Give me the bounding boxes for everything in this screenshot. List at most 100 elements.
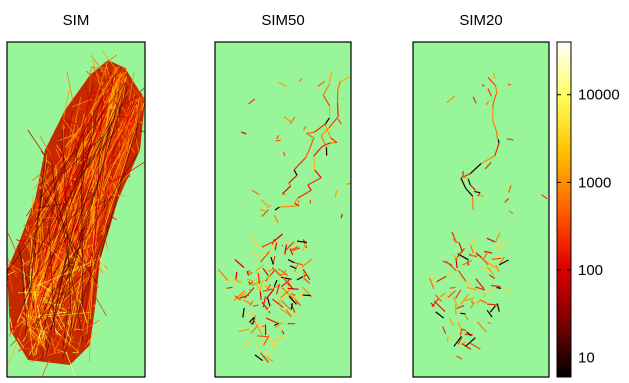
network-edge — [59, 95, 145, 228]
network-edge — [268, 243, 276, 254]
network-edge — [298, 78, 303, 83]
network-edge — [54, 316, 64, 334]
network-edge — [454, 304, 457, 315]
network-edge — [62, 224, 109, 359]
network-edge — [487, 88, 492, 97]
network-edge — [276, 134, 280, 140]
network-edge — [506, 138, 514, 141]
network-edge — [57, 349, 68, 355]
network-edge — [288, 205, 300, 208]
network-edge — [471, 300, 474, 304]
network-edge — [90, 54, 109, 79]
network-edge — [266, 273, 272, 282]
network-edge — [294, 272, 300, 275]
network-edge — [498, 259, 509, 266]
network-edge — [63, 126, 66, 129]
network-edge — [28, 340, 46, 353]
network-edge — [78, 107, 85, 111]
network-edge — [290, 303, 293, 310]
network-edge — [132, 128, 140, 153]
network-edge — [113, 66, 123, 85]
network-edge — [492, 120, 498, 133]
network-edge — [293, 312, 299, 316]
colorbar-tick-label: 100 — [578, 262, 603, 279]
network-edge — [40, 82, 126, 199]
network-edge — [464, 315, 469, 321]
network-edge — [294, 202, 300, 207]
network-edge — [276, 334, 287, 341]
network-edge — [281, 185, 292, 195]
panel-title-sim50: SIM50 — [261, 12, 304, 29]
network-edge — [39, 228, 43, 293]
network-edge — [233, 278, 242, 284]
network-edge — [7, 232, 19, 257]
network-edge — [240, 131, 247, 135]
network-edge — [305, 132, 315, 139]
network-edge — [100, 109, 142, 257]
network-edge — [297, 200, 300, 204]
network-edge — [263, 335, 270, 346]
network-edge — [33, 229, 47, 252]
network-edge — [288, 295, 297, 305]
network-edge — [107, 110, 119, 172]
network-edge — [247, 279, 254, 282]
network-edge — [436, 275, 447, 283]
network-edge — [460, 341, 466, 346]
network-edge — [81, 330, 91, 336]
network-edge — [476, 194, 485, 198]
network-edge — [282, 287, 294, 300]
network-edge — [267, 268, 276, 272]
network-edge — [86, 104, 143, 260]
network-edge — [67, 110, 73, 137]
network-edge — [93, 68, 115, 126]
network-edge — [508, 185, 512, 193]
network-edge — [307, 177, 322, 186]
network-edge — [102, 81, 127, 151]
panel-frame-sim — [6, 41, 146, 378]
network-edge — [302, 294, 311, 297]
network-edge — [37, 202, 68, 209]
network-edge — [287, 287, 299, 290]
network-edge — [244, 287, 255, 299]
network-edge — [452, 296, 460, 308]
network-edge — [42, 193, 45, 204]
network-edge — [124, 119, 142, 136]
network-edge — [279, 308, 291, 316]
network-edge — [266, 296, 271, 307]
network-edge — [36, 108, 106, 293]
network-edge — [502, 287, 512, 294]
network-edge — [95, 71, 113, 99]
network-edge — [38, 102, 106, 186]
network-edge — [433, 300, 446, 313]
network-edge — [119, 133, 136, 154]
network-edge — [83, 150, 105, 261]
network-edge — [278, 299, 281, 306]
network-edge — [475, 286, 486, 291]
network-edge — [482, 251, 489, 261]
network-edge — [51, 160, 59, 222]
network-edge — [270, 256, 274, 265]
network-edge — [322, 84, 330, 96]
network-edge — [279, 289, 291, 299]
network-edge — [497, 239, 508, 251]
network-edge — [449, 286, 456, 289]
network-edge — [97, 254, 107, 272]
network-edge — [289, 265, 297, 270]
network-edge — [31, 195, 34, 215]
network-edge — [504, 197, 510, 203]
network-edge — [41, 358, 50, 377]
network-edge — [456, 275, 464, 282]
network-edge — [252, 304, 259, 307]
network-edge — [56, 212, 65, 229]
network-edge — [98, 74, 106, 79]
network-edge — [18, 347, 25, 352]
network-edge — [91, 65, 108, 89]
network-edge — [20, 252, 28, 331]
network-edge — [103, 181, 111, 185]
network-edge — [508, 210, 514, 215]
network-edge — [238, 328, 250, 333]
network-edge — [480, 266, 492, 273]
network-edge — [108, 54, 118, 62]
network-edge — [118, 148, 121, 154]
network-edge — [491, 257, 502, 260]
